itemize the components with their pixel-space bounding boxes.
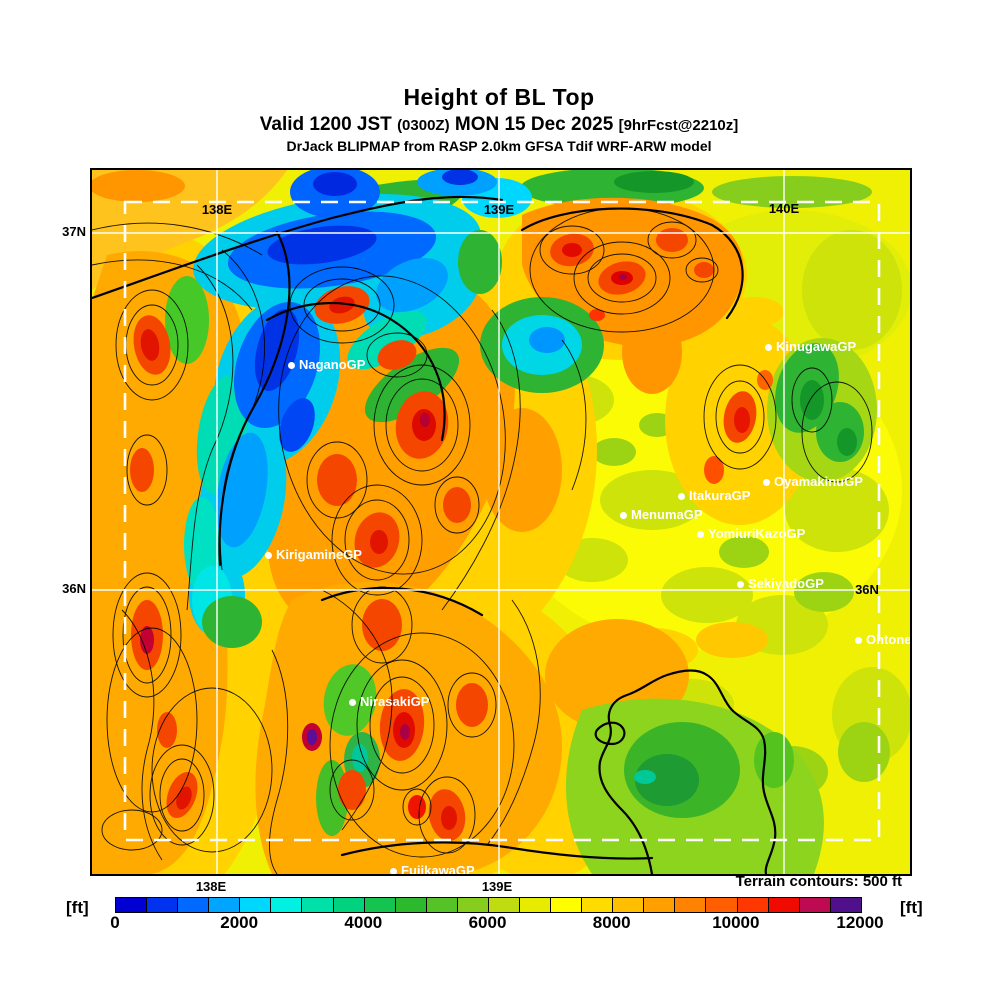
valid-time-line: Valid 1200 JST (0300Z) MON 15 Dec 2025 […: [0, 114, 998, 136]
colorbar-segment: [644, 898, 676, 912]
station-marker: SekiyadoGP: [737, 577, 824, 591]
station-marker: OhtoneGP: [855, 632, 912, 647]
colorbar-segment: [551, 898, 583, 912]
station-dot-icon: [349, 699, 356, 706]
forecast-tag: [9hrFcst@2210z]: [618, 117, 739, 134]
colorbar-segment: [240, 898, 272, 912]
colorbar-segment: [395, 898, 427, 912]
station-label: OyamakinuGP: [774, 474, 863, 489]
station-marker: NirasakiGP: [349, 695, 429, 709]
colorbar-segment: [271, 898, 303, 912]
model-line: DrJack BLIPMAP from RASP 2.0km GFSA Tdif…: [286, 138, 712, 154]
colorbar-segment: [178, 898, 210, 912]
station-label: FujikawaGP: [401, 863, 475, 876]
station-label: ItakuraGP: [689, 488, 751, 503]
colorbar-tick-label: 6000: [468, 913, 507, 932]
units-label-right: [ft]: [900, 898, 923, 917]
colorbar-segment: [613, 898, 645, 912]
station-label: MenumaGP: [631, 507, 703, 522]
terrain-contour-note: Terrain contours: 500 ft: [735, 873, 902, 890]
colorbar-tick-label: 10000: [712, 913, 760, 932]
station-marker: ItakuraGP: [678, 489, 750, 503]
colorbar-segment: [457, 898, 489, 912]
grid-label-138e-bottom: 138E: [195, 879, 227, 894]
valid-prefix: Valid 1200 JST: [259, 114, 398, 135]
valid-zulu: (0300Z): [397, 117, 450, 134]
station-marker: FujikawaGP: [390, 863, 475, 876]
colorbar-segment: [520, 898, 552, 912]
header: Height of BL Top Valid 1200 JST (0300Z) …: [0, 84, 998, 154]
valid-date: MON 15 Dec 2025: [449, 114, 619, 135]
station-marker: MenumaGP: [620, 508, 703, 522]
grid-label-36n-right: 36N: [855, 582, 879, 597]
colorbar: [115, 897, 862, 913]
colorbar-segment: [302, 898, 334, 912]
station-marker: NaganoGP: [288, 358, 365, 372]
station-label: OhtoneGP: [866, 632, 912, 647]
colorbar-segment: [333, 898, 365, 912]
colorbar-segment: [147, 898, 179, 912]
station-dot-icon: [737, 581, 744, 588]
station-label: KirigamineGP: [276, 547, 362, 562]
colorbar-segment: [675, 898, 707, 912]
colorbar-segment: [830, 898, 861, 912]
station-marker: YomiuriKazoGP: [697, 527, 805, 541]
colorbar-segment: [488, 898, 521, 912]
grid-label-139e-top: 139E: [483, 202, 515, 217]
colorbar-segment: [768, 898, 800, 912]
units-label-left: [ft]: [66, 898, 89, 917]
colorbar-segment: [799, 898, 831, 912]
colorbar-segment: [582, 898, 614, 912]
colorbar-segment: [209, 898, 241, 912]
station-label: NaganoGP: [299, 357, 366, 372]
colorbar-tick-label: 0: [110, 913, 120, 932]
colorbar-segment: [116, 898, 148, 912]
colorbar-segment: [737, 898, 769, 912]
station-dot-icon: [763, 479, 770, 486]
grid-label-140e-top: 140E: [768, 201, 800, 216]
colorbar-segment: [706, 898, 738, 912]
station-label: YomiuriKazoGP: [708, 526, 806, 541]
station-dot-icon: [620, 512, 627, 519]
station-dot-icon: [265, 552, 272, 559]
station-marker: KinugawaGP: [765, 340, 856, 354]
station-dot-icon: [678, 493, 685, 500]
grid-label-138e-top: 138E: [201, 202, 233, 217]
station-dot-icon: [390, 868, 397, 874]
station-label: NirasakiGP: [360, 694, 430, 709]
station-dot-icon: [765, 344, 772, 351]
bl-top-contour-plot: [92, 170, 910, 874]
grid-label-37n-left: 37N: [62, 224, 86, 239]
grid-label-139e-bottom: 139E: [481, 879, 513, 894]
station-marker: KirigamineGP: [265, 548, 362, 562]
colorbar-tick-label: 4000: [344, 913, 383, 932]
colorbar-tick-label: 12000: [836, 913, 884, 932]
colorbar-tick-label: 2000: [220, 913, 259, 932]
station-dot-icon: [288, 362, 295, 369]
colorbar-segment: [426, 898, 458, 912]
station-label: KinugawaGP: [776, 339, 857, 354]
colorbar-segment: [364, 898, 396, 912]
page-title: Height of BL Top: [403, 84, 595, 110]
colorbar-tick-label: 8000: [592, 913, 631, 932]
station-marker: OyamakinuGP: [763, 475, 863, 489]
station-dot-icon: [697, 531, 704, 538]
grid-label-36n-left: 36N: [62, 581, 86, 596]
bl-top-map: 138E 139E 140E 36N NaganoGP KinugawaGP Oya…: [90, 168, 912, 876]
station-label: SekiyadoGP: [748, 576, 824, 591]
station-dot-icon: [855, 637, 862, 644]
